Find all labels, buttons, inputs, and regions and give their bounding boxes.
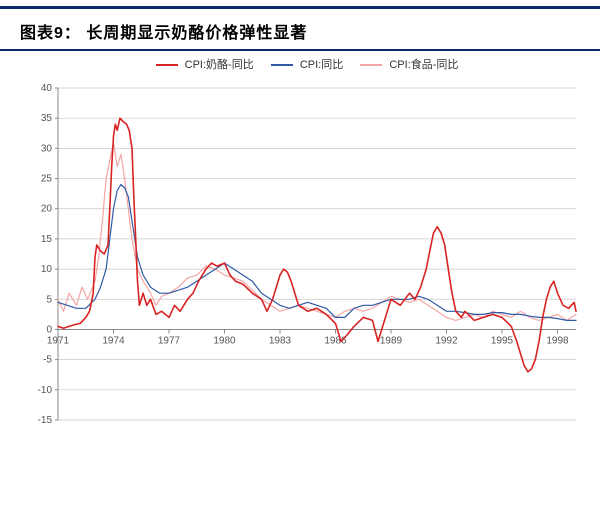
svg-text:15: 15 [41, 234, 53, 245]
chart-area: -15 -10 -5 0 5 10 15 20 25 30 35 40 1971 1974 1977 1980… [24, 82, 584, 442]
svg-text:1989: 1989 [380, 335, 403, 346]
legend: CPI:奶酪-同比 CPI:同比 CPI:食品-同比 [0, 56, 600, 72]
svg-text:30: 30 [41, 143, 53, 154]
svg-text:1980: 1980 [213, 335, 236, 346]
legend-swatch-1 [271, 64, 293, 66]
svg-text:1983: 1983 [269, 335, 292, 346]
legend-label-0: CPI:奶酪-同比 [185, 59, 254, 71]
svg-text:-5: -5 [43, 355, 52, 366]
legend-label-1: CPI:同比 [300, 59, 343, 71]
svg-text:1977: 1977 [158, 335, 181, 346]
svg-text:1986: 1986 [324, 335, 347, 346]
line-chart-svg: -15 -10 -5 0 5 10 15 20 25 30 35 40 1971 1974 1977 1980… [24, 82, 584, 442]
svg-text:1971: 1971 [47, 335, 70, 346]
svg-text:1992: 1992 [435, 335, 458, 346]
legend-swatch-2 [360, 64, 382, 66]
legend-label-2: CPI:食品-同比 [389, 59, 458, 71]
svg-text:0: 0 [46, 324, 52, 335]
svg-text:25: 25 [41, 174, 53, 185]
svg-text:5: 5 [46, 294, 52, 305]
svg-text:-10: -10 [38, 385, 53, 396]
svg-text:40: 40 [41, 83, 53, 94]
svg-text:35: 35 [41, 113, 53, 124]
svg-text:-15: -15 [38, 415, 53, 426]
svg-text:1974: 1974 [102, 335, 125, 346]
chart-title: 图表9： 长周期显示奶酪价格弹性显著 [20, 19, 307, 43]
svg-text:10: 10 [41, 264, 53, 275]
svg-text:20: 20 [41, 204, 53, 215]
svg-text:1998: 1998 [546, 335, 569, 346]
legend-swatch-0 [156, 64, 178, 66]
svg-text:1995: 1995 [491, 335, 514, 346]
title-bar: 图表9： 长周期显示奶酪价格弹性显著 [0, 6, 600, 51]
